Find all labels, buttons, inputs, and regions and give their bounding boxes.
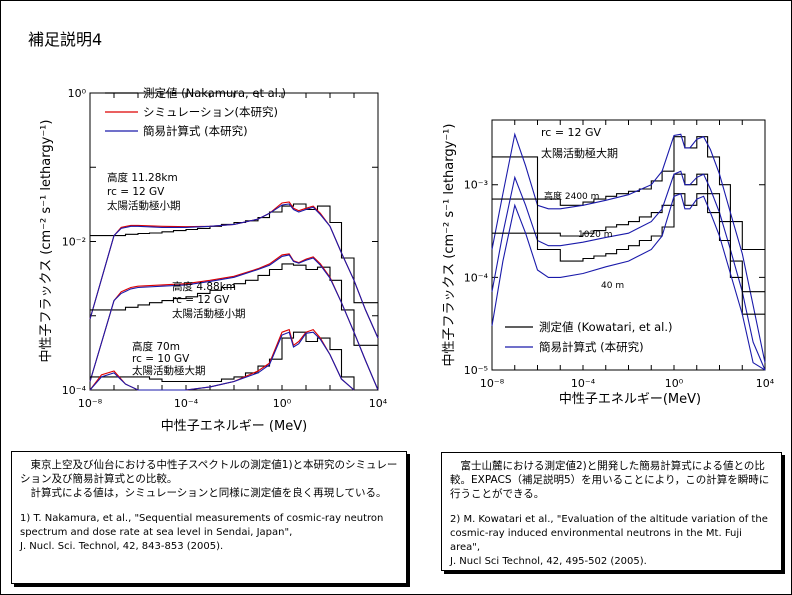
right-caption-box: 富士山麓における測定値2)と開発した簡易計算式による値との比較。EXPACS（補… bbox=[441, 452, 782, 571]
left-caption-ref2: J. Nucl. Sci. Technol, 42, 843-853 (2005… bbox=[20, 541, 224, 552]
slide-title: 補足説明4 bbox=[28, 30, 103, 49]
left-caption-ref1: 1) T. Nakamura, et al., "Sequential meas… bbox=[20, 513, 384, 538]
right-caption-ref2: J. Nucl Sci Technol, 42, 495-502 (2005). bbox=[450, 556, 647, 567]
left-caption-para2: 計算式による値は，シミュレーションと同様に測定値を良く再現している。 bbox=[30, 487, 387, 499]
right-caption-para1: 富士山麓における測定値2)と開発した簡易計算式による値との比較。EXPACS（補… bbox=[450, 460, 770, 500]
left-caption-box: 東京上空及び仙台における中性子スペクトルの測定値1)と本研究のシミュレーション及… bbox=[11, 451, 407, 584]
right-caption-ref1: 2) M. Kowatari et al., "Evaluation of th… bbox=[450, 514, 768, 553]
left-caption-para1: 東京上空及び仙台における中性子スペクトルの測定値1)と本研究のシミュレーション及… bbox=[20, 459, 398, 485]
